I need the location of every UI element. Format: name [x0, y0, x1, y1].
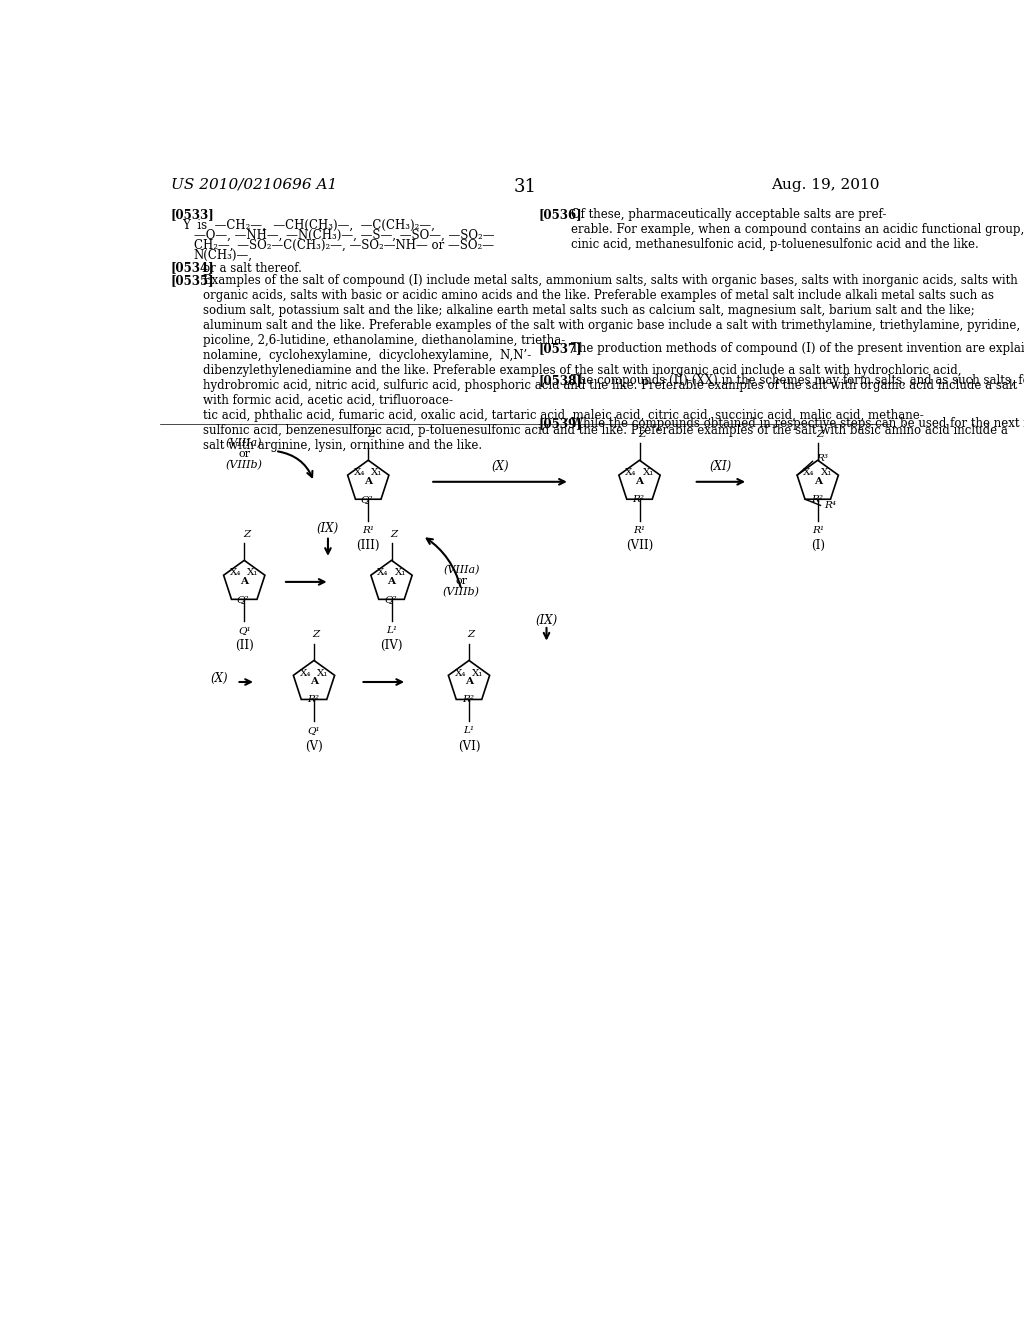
- Text: [0536]: [0536]: [539, 209, 583, 222]
- Text: Z: Z: [390, 529, 397, 539]
- Text: or: or: [239, 449, 250, 459]
- Text: A: A: [241, 577, 248, 586]
- Text: (VII): (VII): [626, 540, 653, 552]
- Text: (III): (III): [356, 540, 380, 552]
- Text: (II): (II): [234, 639, 254, 652]
- Text: X₄: X₄: [354, 469, 366, 478]
- Text: Q¹: Q¹: [238, 626, 251, 635]
- Text: (X): (X): [492, 459, 509, 473]
- Text: (IV): (IV): [380, 639, 402, 652]
- Text: Z: Z: [816, 430, 823, 438]
- Text: Y  is  —CH₂—,  —CH(CH₃)—,  —C(CH₃)₂—,: Y is —CH₂—, —CH(CH₃)—, —C(CH₃)₂—,: [182, 219, 435, 232]
- Text: [0533]: [0533]: [171, 209, 214, 222]
- Text: Q¹: Q¹: [307, 726, 321, 735]
- Text: While the compounds obtained in respective steps can be used for the next reacti: While the compounds obtained in respecti…: [571, 417, 1024, 430]
- Text: R²: R²: [633, 495, 644, 504]
- Text: or: or: [456, 576, 467, 586]
- Text: or a salt thereof.: or a salt thereof.: [203, 261, 302, 275]
- Text: The production methods of compound (I) of the present invention are explained.: The production methods of compound (I) o…: [571, 342, 1024, 355]
- Text: [0538]: [0538]: [539, 374, 583, 387]
- Text: R¹: R¹: [634, 527, 645, 535]
- Text: A: A: [465, 677, 473, 686]
- Text: L¹: L¹: [386, 626, 397, 635]
- Text: (VIIIb): (VIIIb): [442, 587, 480, 597]
- Text: (IX): (IX): [536, 614, 558, 627]
- Text: A: A: [814, 478, 821, 486]
- Text: X₁: X₁: [820, 469, 833, 478]
- Text: A: A: [365, 478, 373, 486]
- Text: 31: 31: [513, 178, 537, 195]
- Text: X₄: X₄: [455, 668, 466, 677]
- Text: US 2010/0210696 A1: US 2010/0210696 A1: [171, 178, 337, 191]
- Text: (VIIIa): (VIIIa): [226, 438, 262, 449]
- Text: X₁: X₁: [472, 668, 483, 677]
- Text: R³: R³: [816, 454, 828, 463]
- Text: L¹: L¹: [464, 726, 474, 735]
- Text: (VIIIa): (VIIIa): [443, 565, 479, 576]
- Text: R²: R²: [462, 694, 474, 704]
- Text: Aug. 19, 2010: Aug. 19, 2010: [771, 178, 880, 191]
- Text: X₁: X₁: [371, 469, 383, 478]
- Text: X₄: X₄: [229, 569, 242, 577]
- Text: A: A: [310, 677, 318, 686]
- Text: [0537]: [0537]: [539, 342, 583, 355]
- Text: R²: R²: [307, 694, 319, 704]
- Text: R⁴: R⁴: [824, 500, 837, 510]
- Text: X₄: X₄: [377, 569, 388, 577]
- Text: Examples of the salt of compound (I) include metal salts, ammonium salts, salts : Examples of the salt of compound (I) inc…: [203, 275, 1020, 451]
- Text: (XI): (XI): [710, 459, 732, 473]
- Text: CH₂—, —SO₂—C(CH₃)₂—, —SO₂—NH— or —SO₂—: CH₂—, —SO₂—C(CH₃)₂—, —SO₂—NH— or —SO₂—: [194, 239, 494, 252]
- Text: (V): (V): [305, 739, 323, 752]
- Text: X₁: X₁: [317, 668, 329, 677]
- Text: (X): (X): [211, 672, 228, 685]
- Text: X₁: X₁: [247, 569, 259, 577]
- Text: X₄: X₄: [803, 469, 815, 478]
- Text: Q²: Q²: [384, 595, 396, 603]
- Text: (VI): (VI): [458, 739, 480, 752]
- Text: (VIIIb): (VIIIb): [225, 459, 263, 470]
- Text: X₁: X₁: [394, 569, 406, 577]
- Text: X₁: X₁: [642, 469, 654, 478]
- Text: [0534]: [0534]: [171, 261, 214, 275]
- Text: X₄: X₄: [300, 668, 311, 677]
- Text: Z: Z: [243, 529, 250, 539]
- Text: X₄: X₄: [625, 469, 637, 478]
- Text: R¹: R¹: [362, 527, 374, 535]
- Text: The compounds (II)-(XX) in the schemes may form salts, and as such salts, for ex: The compounds (II)-(XX) in the schemes m…: [571, 374, 1024, 387]
- Text: N(CH₃)—,: N(CH₃)—,: [194, 249, 253, 263]
- Text: A: A: [636, 478, 643, 486]
- Text: Z: Z: [312, 630, 319, 639]
- Text: R²: R²: [811, 495, 822, 504]
- Text: —O—, —NH—, —N(CH₃)—, —S—, —SO—, —SO₂—: —O—, —NH—, —N(CH₃)—, —S—, —SO—, —SO₂—: [194, 230, 495, 243]
- Text: Q²: Q²: [237, 595, 249, 603]
- Text: [0535]: [0535]: [171, 275, 214, 286]
- Text: Of these, pharmaceutically acceptable salts are pref-
erable. For example, when : Of these, pharmaceutically acceptable sa…: [571, 209, 1024, 251]
- Text: Z: Z: [468, 630, 475, 639]
- Text: Q²: Q²: [360, 495, 374, 504]
- Text: Z: Z: [367, 430, 374, 438]
- Text: A: A: [387, 577, 395, 586]
- Text: [0539]: [0539]: [539, 417, 583, 430]
- Text: R¹: R¹: [812, 527, 823, 535]
- Text: (I): (I): [811, 540, 824, 552]
- Text: Z: Z: [638, 430, 645, 438]
- Text: (IX): (IX): [316, 521, 339, 535]
